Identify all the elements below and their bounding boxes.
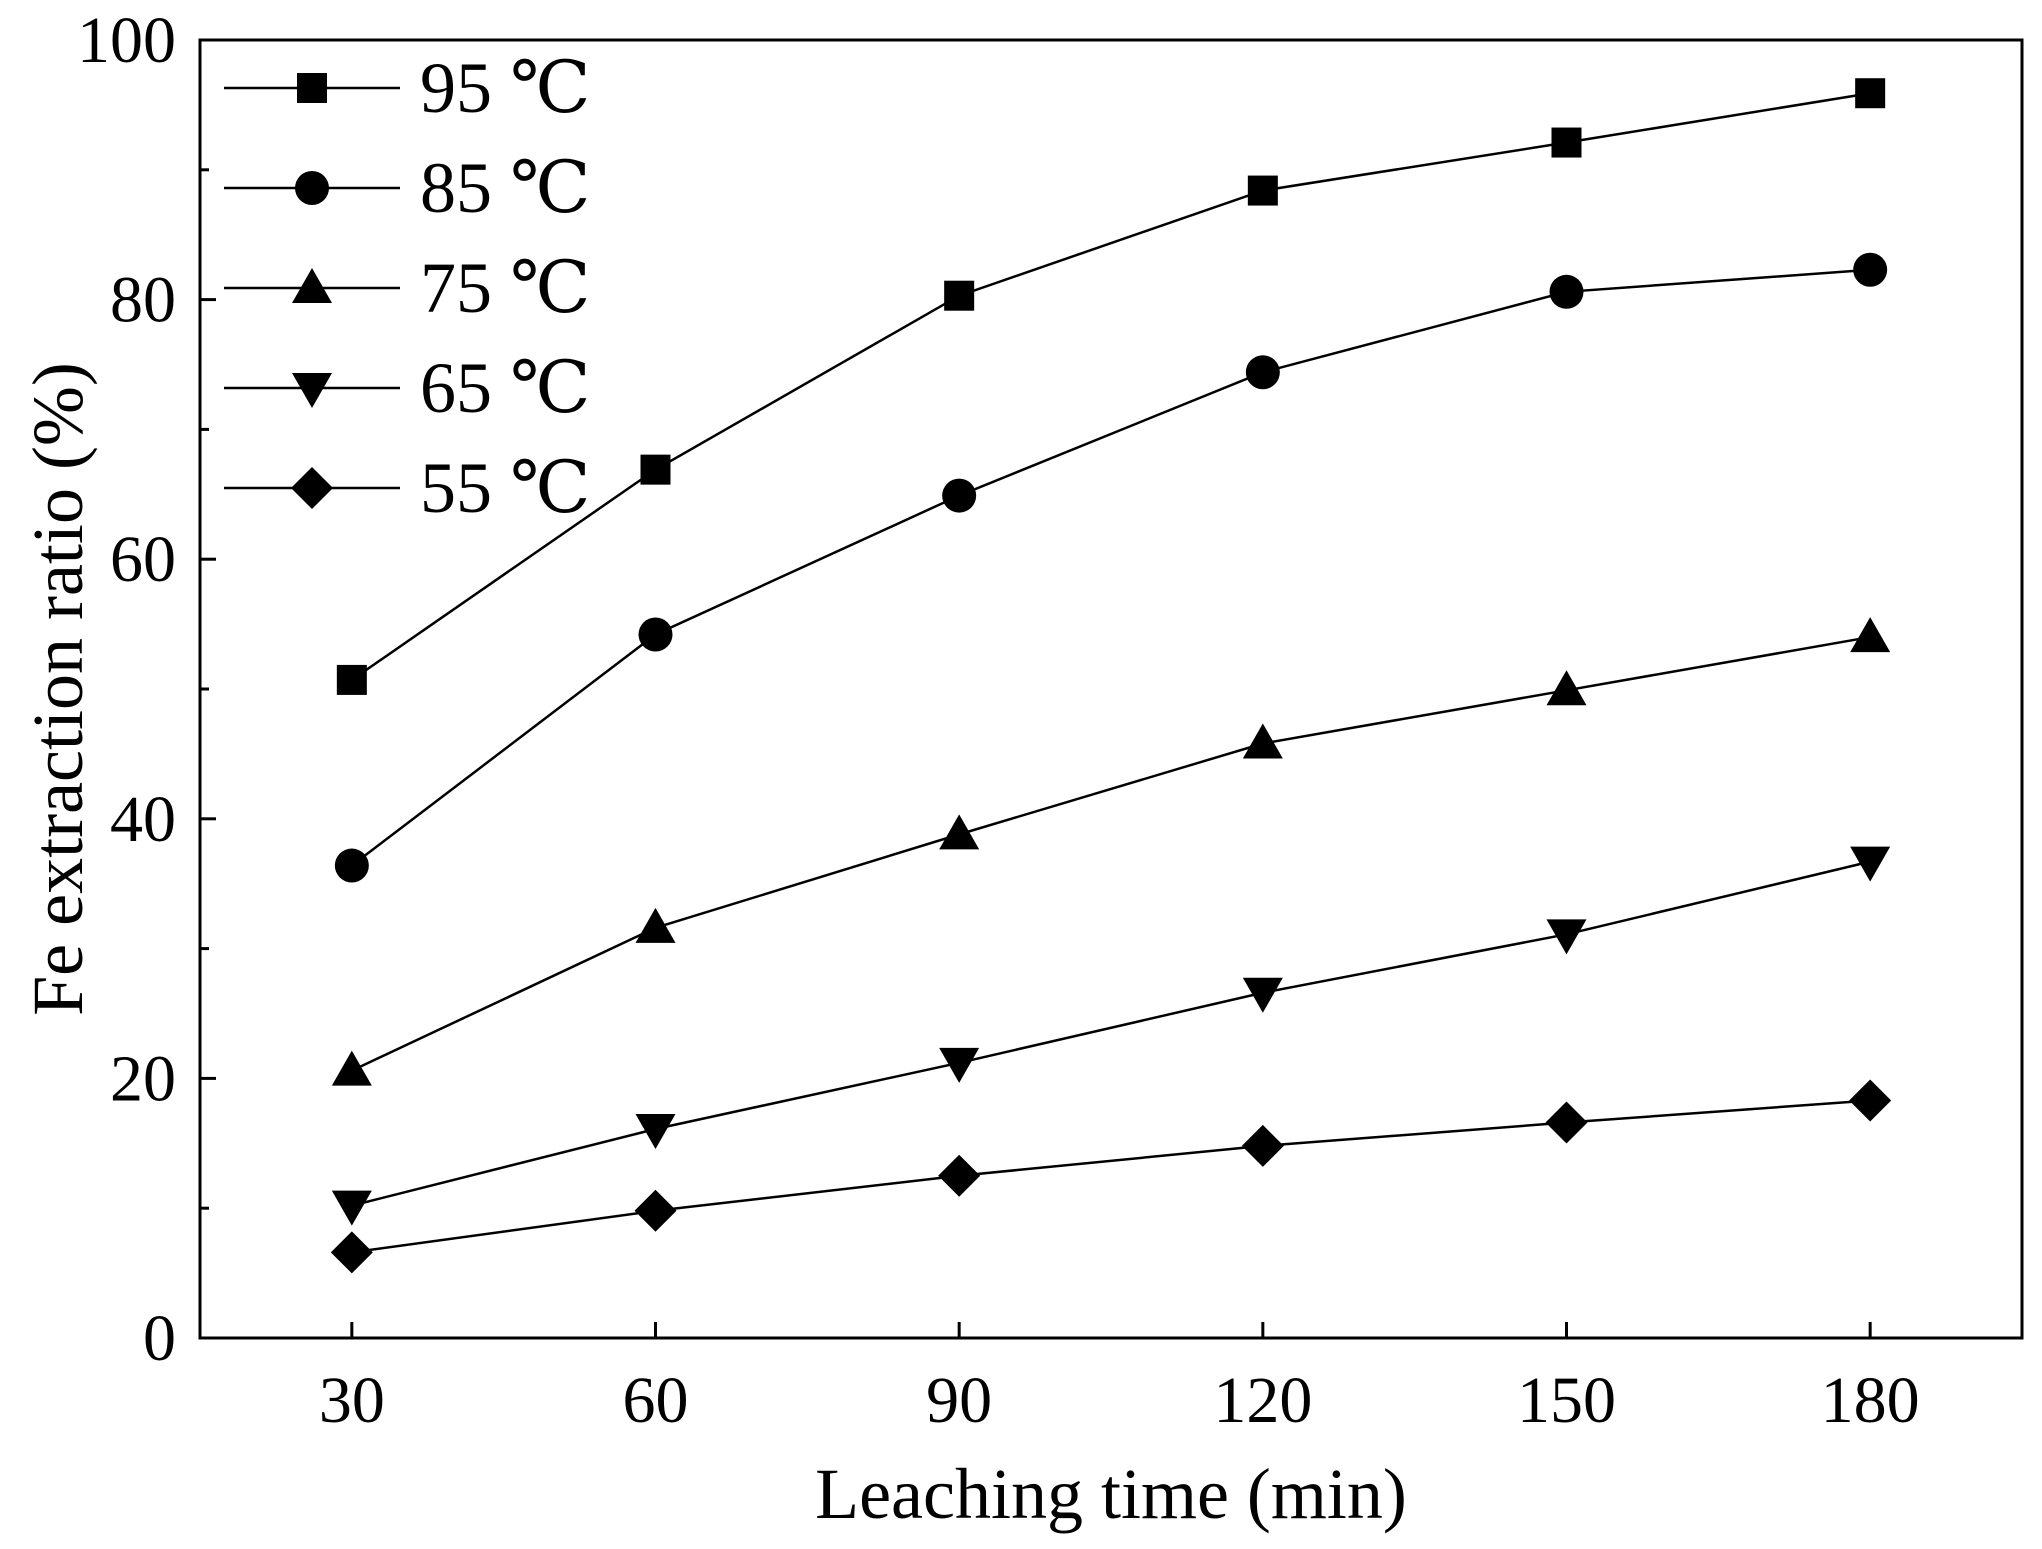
series-3 bbox=[331, 846, 1891, 1226]
y-tick-label-0: 0 bbox=[143, 1302, 176, 1375]
data-point-3-4 bbox=[1546, 919, 1587, 955]
data-point-0-0 bbox=[336, 664, 367, 695]
series-line-2 bbox=[351, 635, 1871, 1072]
series-4 bbox=[330, 1079, 1892, 1274]
y-tick-label-100: 100 bbox=[77, 4, 176, 77]
legend-marker-2 bbox=[292, 268, 332, 303]
legend-label-2: 75 ℃ bbox=[420, 248, 591, 328]
data-point-3-0 bbox=[331, 1190, 372, 1226]
series-line-4 bbox=[351, 1099, 1871, 1254]
legend-label-1: 85 ℃ bbox=[420, 148, 591, 228]
data-point-2-0 bbox=[331, 1050, 372, 1086]
y-tick-label-80: 80 bbox=[110, 264, 176, 337]
legend-marker-0 bbox=[297, 73, 327, 103]
series-1 bbox=[334, 252, 1888, 883]
series-line-0 bbox=[351, 91, 1871, 681]
x-axis-title: Leaching time (min) bbox=[815, 1454, 1407, 1534]
data-point-1-2 bbox=[942, 478, 977, 513]
data-point-2-2 bbox=[939, 814, 980, 850]
series-2 bbox=[331, 617, 1891, 1086]
legend-item-4: 55 ℃ bbox=[224, 448, 591, 528]
legend-marker-3 bbox=[292, 373, 332, 408]
data-point-1-3 bbox=[1245, 355, 1280, 390]
data-point-3-3 bbox=[1242, 977, 1283, 1013]
legend-marker-1 bbox=[295, 171, 329, 205]
y-axis-title: Fe extraction ratio (%) bbox=[18, 362, 98, 1016]
data-point-0-5 bbox=[1855, 78, 1886, 109]
data-point-3-2 bbox=[939, 1047, 980, 1083]
data-point-1-5 bbox=[1853, 252, 1888, 287]
data-point-1-4 bbox=[1549, 274, 1584, 309]
legend-item-3: 65 ℃ bbox=[224, 348, 591, 428]
data-point-2-1 bbox=[635, 907, 676, 943]
data-point-4-0 bbox=[330, 1231, 373, 1274]
data-point-4-4 bbox=[1545, 1101, 1588, 1144]
data-point-0-3 bbox=[1247, 175, 1278, 206]
data-point-2-3 bbox=[1242, 723, 1283, 759]
data-point-1-0 bbox=[334, 848, 369, 883]
data-point-3-5 bbox=[1850, 846, 1891, 882]
series-0 bbox=[336, 78, 1886, 695]
data-point-4-5 bbox=[1849, 1079, 1892, 1122]
data-point-0-2 bbox=[944, 280, 975, 311]
legend-item-2: 75 ℃ bbox=[224, 248, 591, 328]
data-point-4-2 bbox=[938, 1154, 981, 1197]
x-tick-label-180: 180 bbox=[1821, 1364, 1920, 1437]
y-tick-label-20: 20 bbox=[110, 1042, 176, 1115]
x-tick-label-60: 60 bbox=[623, 1364, 689, 1437]
legend-item-0: 95 ℃ bbox=[224, 48, 591, 128]
y-tick-label-60: 60 bbox=[110, 523, 176, 596]
y-tick-label-40: 40 bbox=[110, 783, 176, 856]
data-point-2-4 bbox=[1546, 670, 1587, 706]
series-line-3 bbox=[351, 860, 1871, 1207]
x-tick-label-90: 90 bbox=[926, 1364, 992, 1437]
legend-label-4: 55 ℃ bbox=[420, 448, 591, 528]
legend-label-3: 65 ℃ bbox=[420, 348, 591, 428]
x-tick-label-30: 30 bbox=[319, 1364, 385, 1437]
data-point-4-1 bbox=[634, 1189, 677, 1232]
data-point-1-1 bbox=[638, 617, 673, 652]
legend-item-1: 85 ℃ bbox=[224, 148, 591, 228]
x-tick-label-120: 120 bbox=[1213, 1364, 1312, 1437]
legend-marker-4 bbox=[291, 467, 333, 509]
data-point-3-1 bbox=[635, 1114, 676, 1150]
series-line-1 bbox=[351, 268, 1871, 867]
data-point-4-3 bbox=[1241, 1124, 1284, 1167]
data-point-2-5 bbox=[1850, 617, 1891, 653]
plot-frame bbox=[198, 38, 2024, 1340]
legend-label-0: 95 ℃ bbox=[420, 48, 591, 128]
x-tick-label-150: 150 bbox=[1517, 1364, 1616, 1437]
data-point-0-1 bbox=[640, 454, 671, 485]
data-point-0-4 bbox=[1551, 127, 1582, 158]
